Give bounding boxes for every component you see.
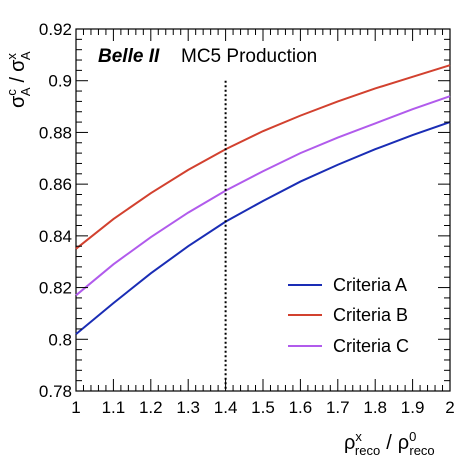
x-axis-separator: / xyxy=(386,432,392,454)
legend-label-1: Criteria A xyxy=(333,275,407,295)
legend: Criteria A Criteria B Criteria C xyxy=(288,275,409,356)
series-line-1 xyxy=(75,121,451,335)
y-axis-symbol-den: σ xyxy=(7,59,29,72)
series-lines xyxy=(75,64,451,335)
y-axis-separator: / xyxy=(7,76,29,82)
y-axis-num-sup: c xyxy=(4,89,19,96)
x-axis-title: ρx reco / ρ0 reco xyxy=(344,429,435,458)
tick-labels: 1 1.1 1.2 1.3 1.4 1.5 1.6 1.7 1.8 1.9 2 0.78 0.8 0.82… xyxy=(39,20,455,417)
series-line-2 xyxy=(75,64,451,250)
x-tick-label: 1.4 xyxy=(214,398,238,417)
y-tick-label: 0.92 xyxy=(39,20,72,39)
y-tick-label: 0.9 xyxy=(48,72,72,91)
x-axis-symbol: ρ xyxy=(344,432,355,454)
y-tick-label: 0.78 xyxy=(39,382,72,401)
y-tick-label: 0.86 xyxy=(39,175,72,194)
y-tick-label: 0.8 xyxy=(48,330,72,349)
legend-label-2: Criteria B xyxy=(333,305,408,325)
y-axis-num-sub: A xyxy=(18,87,33,96)
x-axis-den-sup: 0 xyxy=(409,429,416,444)
x-axis-den-sub: reco xyxy=(409,443,434,458)
y-axis-title: σcA/σxA xyxy=(4,51,33,108)
x-tick-label: 1 xyxy=(71,398,80,417)
x-axis-num-sup: x xyxy=(355,429,362,444)
x-tick-label: 1.8 xyxy=(363,398,387,417)
production-label: MC5 Production xyxy=(181,46,317,67)
y-tick-label: 0.84 xyxy=(39,227,72,246)
collaboration-label: Belle II xyxy=(98,46,160,67)
y-axis-den-sup: x xyxy=(4,53,19,60)
x-tick-label: 1.3 xyxy=(176,398,200,417)
y-axis-den-sub: A xyxy=(18,51,33,60)
x-axis-num-sub: reco xyxy=(355,443,380,458)
x-tick-label: 1.9 xyxy=(401,398,425,417)
x-tick-label: 1.6 xyxy=(289,398,313,417)
series-line-3 xyxy=(75,95,451,297)
y-tick-label: 0.88 xyxy=(39,123,72,142)
x-tick-label: 1.5 xyxy=(251,398,275,417)
x-tick-label: 1.2 xyxy=(139,398,163,417)
x-tick-label: 2 xyxy=(445,398,454,417)
y-axis-symbol: σ xyxy=(7,95,29,108)
y-tick-label: 0.82 xyxy=(39,279,72,298)
legend-label-3: Criteria C xyxy=(333,336,409,356)
axis-ticks xyxy=(75,28,451,392)
x-tick-label: 1.1 xyxy=(102,398,126,417)
x-axis-symbol-den: ρ xyxy=(398,432,409,454)
x-tick-label: 1.7 xyxy=(326,398,350,417)
